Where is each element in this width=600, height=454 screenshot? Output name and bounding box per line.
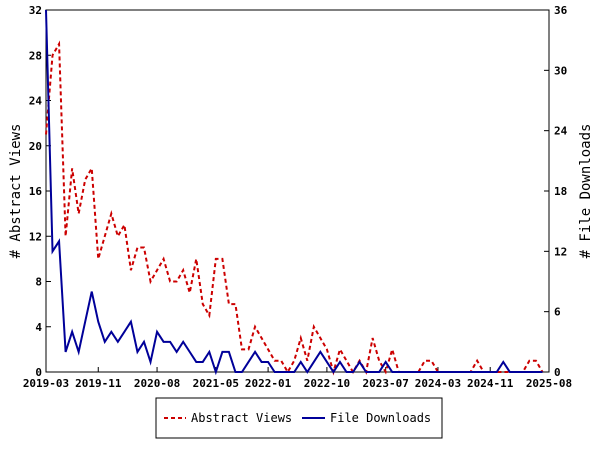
y-right-tick-label: 24 [554, 125, 568, 138]
x-tick-label: 2020-08 [134, 377, 180, 390]
y-left-tick-label: 20 [29, 140, 42, 153]
y-right-tick-label: 36 [554, 4, 568, 17]
y-axis-left-title: # Abstract Views [8, 124, 24, 259]
y-left-tick-label: 0 [35, 366, 42, 379]
y-left-tick-label: 32 [29, 4, 42, 17]
y-right-tick-label: 6 [554, 306, 561, 319]
y-left-tick-label: 16 [29, 185, 43, 198]
x-tick-label: 2025-08 [526, 377, 572, 390]
legend-label-abstract-views: Abstract Views [191, 411, 292, 425]
x-tick-label: 2023-07 [363, 377, 409, 390]
legend: Abstract Views File Downloads [155, 397, 443, 439]
y-axis-right-title: # File Downloads [578, 124, 594, 259]
y-right-tick-label: 12 [554, 245, 567, 258]
x-tick-label: 2024-03 [415, 377, 461, 390]
y-right-tick-group: 0 6 12 18 24 30 36 [544, 4, 568, 379]
y-left-tick-label: 4 [35, 321, 42, 334]
y-right-tick-label: 0 [554, 366, 561, 379]
y-right-tick-label: 30 [554, 64, 567, 77]
x-tick-label: 2022-01 [245, 377, 292, 390]
x-tick-label: 2021-05 [193, 377, 239, 390]
x-tick-label: 2024-11 [467, 377, 514, 390]
y-left-tick-label: 28 [29, 49, 42, 62]
y-left-tick-label: 24 [29, 95, 43, 108]
legend-box [155, 397, 443, 439]
x-tick-label: 2019-11 [75, 377, 122, 390]
y-left-tick-label: 12 [29, 230, 42, 243]
series-line-abstract-views [45, 40, 544, 376]
x-tick-label: 2022-10 [304, 377, 350, 390]
x-tick-group: 2019-03 2019-11 2020-08 2021-05 2022-01 2022-… [23, 367, 572, 390]
series-line-file-downloads [45, 9, 543, 376]
series-layer [45, 9, 544, 376]
legend-label-file-downloads: File Downloads [330, 411, 431, 425]
x-tick-label: 2019-03 [23, 377, 69, 390]
y-left-tick-label: 8 [35, 276, 42, 289]
y-right-tick-label: 18 [554, 185, 567, 198]
plot-area-frame [45, 9, 550, 373]
